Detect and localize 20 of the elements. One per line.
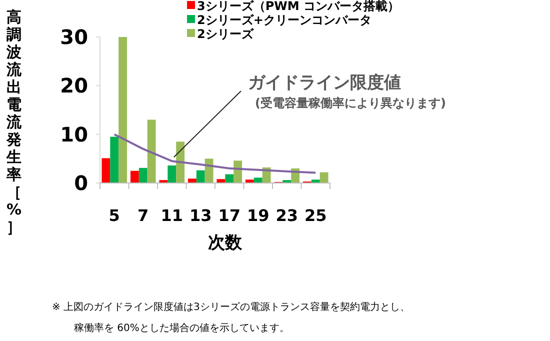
text: 高調波流出電流発生率［%］: [6, 8, 22, 236]
text: ※ 上図のガイドライン限度値は3シリーズの電源トランス容量を契約電力とし、稼働率を 60%とした場合の値を示しています。: [52, 301, 410, 334]
x-tick-label: 23: [276, 206, 298, 225]
y-tick-label: 10: [60, 122, 88, 146]
y-tick-label: 20: [60, 74, 88, 98]
x-tick-label: 17: [218, 206, 241, 225]
annotation: ガイドライン限度値: [248, 73, 401, 93]
y-tick-label: 30: [60, 25, 88, 49]
x-tick-label: 25: [304, 206, 327, 225]
x-tick-label: 7: [138, 206, 149, 225]
y-tick-label: 0: [74, 171, 88, 195]
x-tick-label: 19: [246, 206, 270, 225]
legend-label: 3シリーズ（PWM コンバータ搭載）: [197, 0, 400, 13]
x-axis-title: 次数: [208, 233, 243, 253]
x-tick-label: 5: [108, 206, 120, 225]
legend-label: 2シリーズ: [197, 27, 254, 41]
annotation: (受電容量稼働率により異なります): [255, 96, 446, 110]
x-tick-label: 11: [160, 206, 184, 225]
x-tick-label: 13: [189, 206, 212, 225]
legend-label: 2シリーズ+クリーンコンバータ: [197, 13, 372, 27]
